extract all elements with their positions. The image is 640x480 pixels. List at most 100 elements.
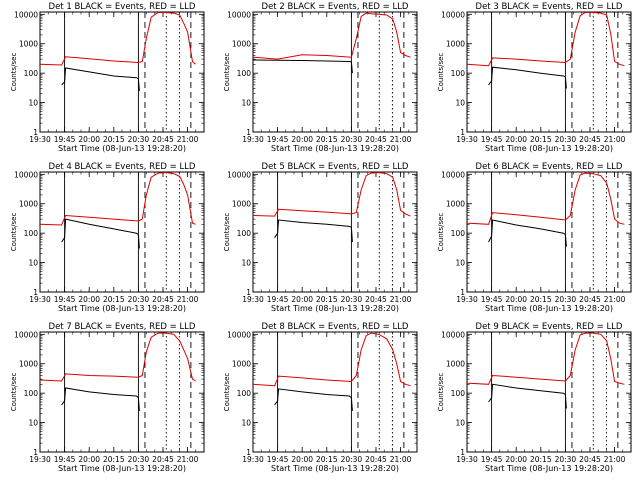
series-events bbox=[488, 383, 567, 409]
x-tick-label: 19:45 bbox=[481, 295, 503, 304]
x-tick-label: 20:15 bbox=[530, 135, 552, 144]
x-tick-label: 20:30 bbox=[341, 455, 363, 464]
x-axis-label: Start Time (08-Jun-13 19:28:20) bbox=[271, 304, 399, 313]
y-axis-label: Counts/sec bbox=[437, 373, 445, 412]
y-tick-label: 1 bbox=[246, 288, 251, 297]
x-tick-label: 19:30 bbox=[456, 295, 478, 304]
x-tick-label: 20:30 bbox=[128, 135, 150, 144]
x-axis-label: Start Time (08-Jun-13 19:28:20) bbox=[271, 144, 399, 153]
series-events bbox=[488, 66, 567, 89]
y-tick-label: 10000 bbox=[14, 10, 38, 19]
x-axis-label: Start Time (08-Jun-13 19:28:20) bbox=[485, 304, 613, 313]
x-axis-label: Start Time (08-Jun-13 19:28:20) bbox=[58, 304, 186, 313]
x-tick-label: 19:45 bbox=[267, 135, 289, 144]
x-tick-label: 19:30 bbox=[456, 135, 478, 144]
y-tick-label: 10 bbox=[241, 259, 251, 268]
y-tick-label: 10 bbox=[28, 99, 38, 108]
x-tick-label: 20:00 bbox=[505, 135, 527, 144]
y-tick-label: 100 bbox=[451, 229, 466, 238]
series-lld bbox=[466, 172, 625, 225]
x-tick-label: 20:15 bbox=[103, 135, 125, 144]
y-tick-label: 100 bbox=[24, 229, 39, 238]
x-tick-label: 20:15 bbox=[316, 455, 338, 464]
x-tick-label: 21:00 bbox=[177, 295, 199, 304]
x-tick-label: 21:00 bbox=[604, 455, 626, 464]
y-tick-label: 10 bbox=[28, 419, 38, 428]
y-axis-label: Counts/sec bbox=[10, 53, 18, 92]
y-tick-label: 10000 bbox=[14, 170, 38, 179]
series-events bbox=[61, 218, 140, 249]
y-tick-label: 1 bbox=[33, 128, 38, 137]
x-tick-label: 20:45 bbox=[579, 295, 601, 304]
x-tick-label: 20:45 bbox=[152, 455, 174, 464]
y-tick-label: 10000 bbox=[227, 170, 251, 179]
chart-title: Det 1 BLACK = Events, RED = LLD bbox=[49, 2, 196, 12]
chart-title: Det 6 BLACK = Events, RED = LLD bbox=[476, 162, 623, 172]
x-tick-label: 20:00 bbox=[78, 135, 100, 144]
series-lld bbox=[252, 12, 411, 60]
y-tick-label: 1000 bbox=[446, 360, 465, 369]
y-tick-label: 1000 bbox=[446, 200, 465, 209]
y-tick-label: 10000 bbox=[441, 330, 465, 339]
x-tick-label: 20:45 bbox=[365, 455, 387, 464]
x-axis-label: Start Time (08-Jun-13 19:28:20) bbox=[485, 464, 613, 473]
x-axis-label: Start Time (08-Jun-13 19:28:20) bbox=[58, 464, 186, 473]
x-tick-label: 20:00 bbox=[78, 455, 100, 464]
x-tick-label: 21:00 bbox=[177, 135, 199, 144]
x-tick-label: 20:15 bbox=[103, 295, 125, 304]
x-tick-label: 19:30 bbox=[242, 295, 264, 304]
y-tick-label: 100 bbox=[237, 69, 252, 78]
chart-title: Det 4 BLACK = Events, RED = LLD bbox=[49, 162, 196, 172]
y-tick-label: 1000 bbox=[19, 40, 38, 49]
y-tick-label: 1 bbox=[460, 128, 465, 137]
x-tick-label: 19:45 bbox=[481, 455, 503, 464]
y-tick-label: 1 bbox=[246, 128, 251, 137]
x-tick-label: 19:30 bbox=[29, 455, 51, 464]
y-tick-label: 100 bbox=[237, 229, 252, 238]
x-tick-label: 20:45 bbox=[579, 455, 601, 464]
series-lld bbox=[39, 171, 196, 226]
chart-panel: Det 7 BLACK = Events, RED = LLD 1 10 100 100… bbox=[10, 322, 205, 473]
x-tick-label: 20:15 bbox=[530, 295, 552, 304]
x-tick-label: 21:00 bbox=[177, 455, 199, 464]
x-tick-label: 19:30 bbox=[242, 135, 264, 144]
y-tick-label: 10000 bbox=[14, 330, 38, 339]
chart-title: Det 7 BLACK = Events, RED = LLD bbox=[49, 322, 196, 332]
y-tick-label: 100 bbox=[24, 69, 39, 78]
x-tick-label: 20:30 bbox=[128, 295, 150, 304]
y-tick-label: 10 bbox=[455, 419, 465, 428]
chart-panel: Det 6 BLACK = Events, RED = LLD 1 10 100 100… bbox=[437, 162, 632, 313]
y-tick-label: 1000 bbox=[19, 200, 38, 209]
y-tick-label: 1 bbox=[460, 288, 465, 297]
y-tick-label: 1000 bbox=[19, 360, 38, 369]
x-tick-label: 20:30 bbox=[555, 295, 577, 304]
x-tick-label: 21:00 bbox=[604, 295, 626, 304]
x-tick-label: 20:30 bbox=[341, 295, 363, 304]
series-lld bbox=[39, 12, 196, 66]
y-tick-label: 100 bbox=[24, 389, 39, 398]
x-tick-label: 20:15 bbox=[530, 455, 552, 464]
x-tick-label: 21:00 bbox=[390, 135, 412, 144]
chart-title: Det 3 BLACK = Events, RED = LLD bbox=[476, 2, 623, 12]
chart-panel: Det 1 BLACK = Events, RED = LLD 1 10 100 100… bbox=[10, 2, 205, 153]
x-tick-label: 20:30 bbox=[128, 455, 150, 464]
x-axis-label: Start Time (08-Jun-13 19:28:20) bbox=[271, 464, 399, 473]
x-tick-label: 20:00 bbox=[291, 135, 313, 144]
series-events bbox=[61, 67, 140, 91]
x-tick-label: 20:45 bbox=[152, 135, 174, 144]
y-tick-label: 1 bbox=[460, 448, 465, 457]
x-tick-label: 21:00 bbox=[604, 135, 626, 144]
x-tick-label: 19:30 bbox=[29, 295, 51, 304]
y-axis-label: Counts/sec bbox=[10, 373, 18, 412]
y-tick-label: 10 bbox=[455, 259, 465, 268]
x-tick-label: 20:15 bbox=[316, 295, 338, 304]
y-tick-label: 10 bbox=[455, 99, 465, 108]
y-axis-label: Counts/sec bbox=[223, 213, 231, 252]
chart-title: Det 5 BLACK = Events, RED = LLD bbox=[262, 162, 409, 172]
x-tick-label: 20:15 bbox=[103, 455, 125, 464]
chart-panel: Det 2 BLACK = Events, RED = LLD 1 10 100 100… bbox=[223, 2, 418, 153]
x-tick-label: 20:45 bbox=[579, 135, 601, 144]
y-tick-label: 1 bbox=[33, 448, 38, 457]
series-lld bbox=[252, 171, 411, 217]
x-tick-label: 20:30 bbox=[341, 135, 363, 144]
